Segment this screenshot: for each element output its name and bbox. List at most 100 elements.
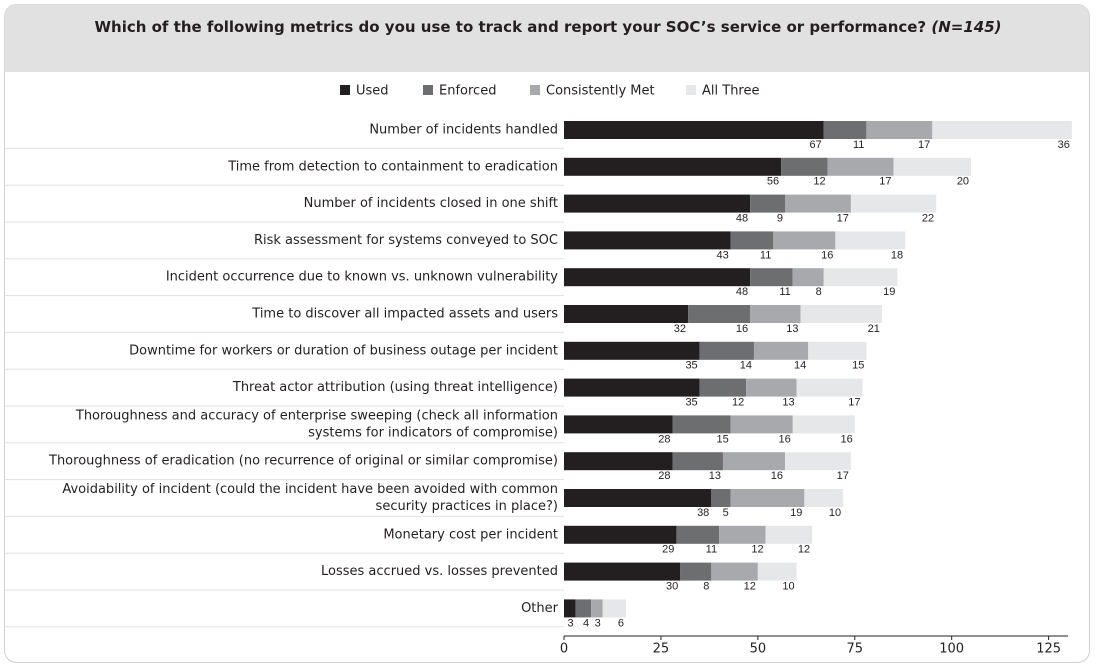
category-label: Thoroughness and accuracy of enterprise … [75, 408, 558, 423]
value-label: 17 [837, 213, 849, 225]
legend-label: Consistently Met [546, 84, 655, 99]
value-label: 11 [779, 286, 790, 298]
value-label: 10 [782, 581, 794, 593]
bar-segment [823, 121, 867, 139]
value-label: 32 [674, 323, 686, 335]
category-label: Losses accrued vs. losses prevented [321, 564, 558, 579]
value-label: 14 [740, 360, 752, 372]
bar-segment [564, 231, 731, 250]
x-tick-label: 100 [939, 642, 964, 657]
value-label: 8 [816, 286, 822, 298]
value-label: 28 [658, 433, 670, 445]
value-label: 43 [716, 249, 728, 261]
legend-swatch [423, 85, 433, 95]
bar-segment [850, 194, 937, 213]
value-label: 14 [794, 360, 806, 372]
header-band [4, 4, 1090, 72]
legend-label: All Three [702, 84, 759, 99]
legend-label: Used [356, 84, 389, 99]
category-label: Time to discover all impacted assets and… [251, 307, 558, 322]
bar-segment [800, 305, 882, 323]
value-label: 12 [813, 176, 825, 188]
bar-segment [564, 599, 576, 618]
value-label: 18 [891, 249, 903, 261]
bar-segment [575, 599, 592, 618]
bar-segment [866, 121, 933, 139]
value-label: 17 [879, 176, 891, 188]
value-label: 30 [666, 581, 678, 593]
bar-segment [676, 525, 720, 544]
bar-segment [730, 489, 805, 507]
category-label: Threat actor attribution (using threat i… [232, 380, 558, 395]
value-label: 21 [868, 323, 880, 335]
bar-segment [564, 415, 673, 434]
value-label: 13 [782, 397, 794, 409]
value-label: 3 [568, 617, 574, 629]
category-label: Number of incidents closed in one shift [304, 196, 558, 211]
bar-segment [680, 562, 712, 581]
x-tick-label: 125 [1036, 642, 1061, 657]
value-label: 10 [829, 507, 841, 519]
value-label: 17 [837, 470, 849, 482]
category-label: Incident occurrence due to known vs. unk… [166, 270, 558, 285]
bar-segment [823, 268, 898, 287]
bar-segment [564, 121, 824, 139]
value-label: 3 [595, 617, 601, 629]
value-label: 16 [771, 470, 783, 482]
bar-segment [722, 452, 785, 471]
value-label: 19 [883, 286, 895, 298]
bar-segment [808, 341, 867, 360]
x-tick-label: 25 [653, 642, 670, 657]
bar-segment [564, 194, 751, 213]
value-label: 16 [736, 323, 748, 335]
bar-segment [784, 194, 851, 213]
value-label: 36 [1058, 139, 1070, 151]
category-label: Risk assessment for systems conveyed to … [254, 233, 558, 248]
value-label: 17 [848, 397, 860, 409]
category-label: Thoroughness of eradication (no recurren… [48, 454, 558, 469]
value-label: 16 [841, 433, 853, 445]
value-label: 56 [767, 176, 779, 188]
bar-segment [719, 525, 766, 544]
value-label: 67 [810, 139, 822, 151]
value-label: 11 [853, 139, 864, 151]
value-label: 16 [821, 249, 833, 261]
bar-segment [591, 599, 603, 618]
value-label: 12 [751, 544, 763, 556]
value-label: 35 [685, 397, 697, 409]
title-text: Which of the following metrics do you us… [94, 18, 926, 36]
category-label: security practices in place?) [376, 499, 558, 514]
bar-segment [564, 157, 782, 176]
bar-segment [564, 305, 689, 323]
bar-segment [835, 231, 906, 250]
bar-segment [773, 231, 836, 250]
bar-segment [750, 194, 785, 213]
x-tick-label: 0 [560, 642, 568, 657]
bar-segment [564, 378, 700, 397]
value-label: 22 [922, 213, 934, 225]
bar-segment [564, 562, 681, 581]
category-label: Other [521, 601, 559, 616]
bar-segment [753, 341, 809, 360]
value-label: 11 [706, 544, 717, 556]
bar-segment [932, 121, 1072, 139]
legend-swatch [340, 85, 350, 95]
value-label: 12 [744, 581, 756, 593]
value-label: 13 [786, 323, 798, 335]
bar-segment [564, 489, 712, 507]
value-label: 12 [798, 544, 810, 556]
bar-segment [602, 599, 627, 618]
bar-segment [564, 341, 700, 360]
value-label: 15 [852, 360, 864, 372]
bar-segment [796, 378, 863, 397]
value-label: 29 [662, 544, 674, 556]
value-label: 19 [790, 507, 802, 519]
chart-title: Which of the following metrics do you us… [94, 18, 1001, 36]
bar-segment [672, 415, 731, 434]
value-label: 13 [709, 470, 721, 482]
legend-label: Enforced [439, 84, 496, 99]
value-label: 5 [723, 507, 729, 519]
bar-segment [792, 415, 855, 434]
value-label: 28 [658, 470, 670, 482]
